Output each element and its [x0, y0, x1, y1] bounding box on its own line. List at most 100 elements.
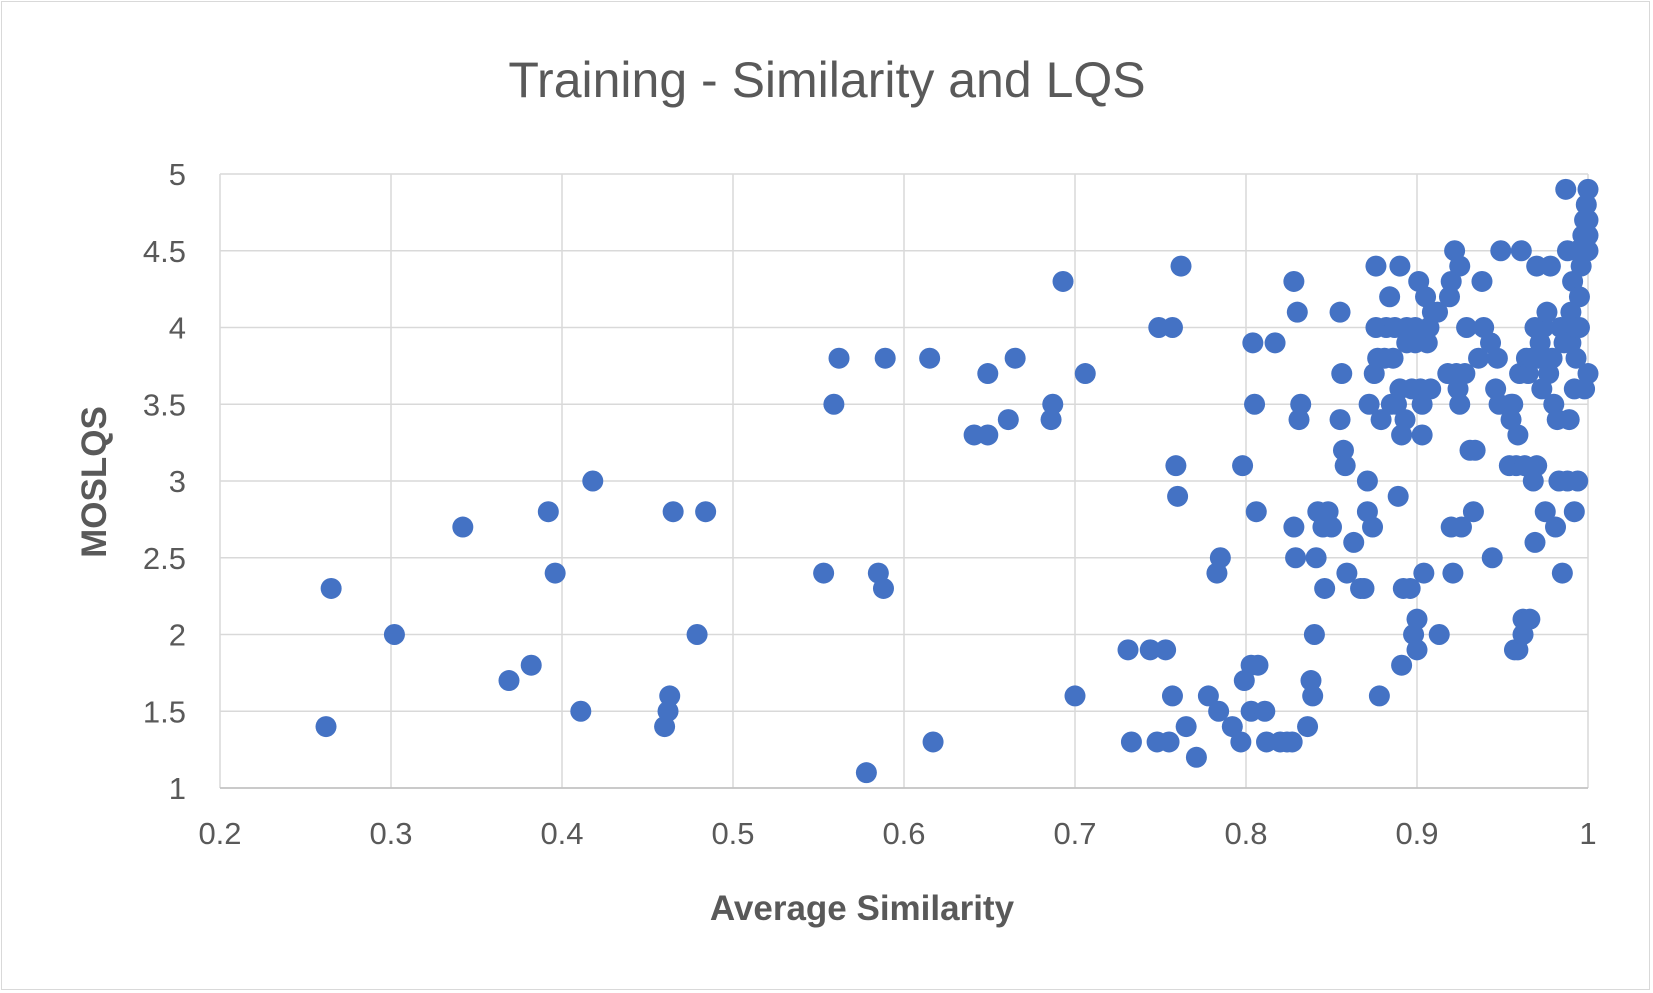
- data-point: [1519, 608, 1541, 630]
- data-point: [1117, 639, 1139, 661]
- data-point: [872, 577, 894, 599]
- y-tick-label: 5: [169, 157, 186, 192]
- data-point: [1247, 654, 1269, 676]
- data-point: [1281, 731, 1303, 753]
- data-point: [1524, 531, 1546, 553]
- data-point: [544, 562, 566, 584]
- data-point: [1456, 317, 1478, 338]
- x-tick-label: 0.5: [711, 816, 754, 851]
- data-point: [1563, 501, 1585, 523]
- data-point: [320, 577, 342, 599]
- data-point: [1481, 547, 1503, 569]
- data-point: [1004, 347, 1026, 369]
- data-point: [1568, 286, 1590, 308]
- data-point: [1539, 255, 1561, 277]
- data-point: [1370, 409, 1392, 431]
- data-point: [1526, 455, 1548, 477]
- data-point: [1230, 731, 1252, 753]
- data-point: [1300, 670, 1322, 692]
- data-point: [1074, 363, 1096, 385]
- data-point: [1353, 577, 1375, 599]
- data-point: [1411, 393, 1433, 415]
- data-point: [1558, 409, 1580, 431]
- y-tick-label: 2: [169, 618, 186, 653]
- data-point: [1490, 240, 1512, 262]
- x-tick-label: 0.7: [1053, 816, 1096, 851]
- data-point: [1242, 332, 1264, 354]
- data-point: [1170, 255, 1192, 277]
- data-points: [315, 178, 1599, 784]
- data-point: [1486, 347, 1508, 369]
- data-point: [1438, 286, 1460, 308]
- data-point: [1575, 194, 1597, 216]
- x-axis-tick-labels: 0.2 0.3 0.4 0.5 0.6 0.7 0.8 0.9 1: [198, 816, 1596, 851]
- data-point: [1167, 485, 1189, 507]
- data-point: [1399, 577, 1421, 599]
- data-point: [452, 516, 474, 538]
- data-point: [1288, 409, 1310, 431]
- data-point: [1545, 516, 1567, 538]
- data-point: [1285, 547, 1307, 569]
- data-point: [662, 501, 684, 523]
- data-point: [1368, 685, 1390, 707]
- data-point: [1040, 409, 1062, 431]
- data-point: [1290, 393, 1312, 415]
- data-point: [1568, 317, 1590, 338]
- data-point: [1428, 624, 1450, 645]
- data-point: [1209, 547, 1231, 569]
- data-point: [1394, 409, 1416, 431]
- data-point: [1365, 255, 1387, 277]
- data-point: [1416, 332, 1438, 354]
- y-tick-label: 2.5: [143, 541, 186, 576]
- data-point: [1406, 608, 1428, 630]
- data-point: [1541, 347, 1563, 369]
- data-point: [1155, 639, 1177, 661]
- y-tick-label: 1.5: [143, 694, 186, 729]
- data-point: [1502, 393, 1524, 415]
- data-point: [1577, 363, 1599, 385]
- data-point: [823, 393, 845, 415]
- data-point: [1551, 562, 1573, 584]
- data-point: [922, 731, 944, 753]
- data-point: [1464, 439, 1486, 461]
- x-tick-label: 0.3: [369, 816, 412, 851]
- data-point: [1052, 270, 1074, 292]
- data-point: [1120, 731, 1142, 753]
- x-tick-label: 0.4: [540, 816, 583, 851]
- data-point: [1064, 685, 1086, 707]
- data-point: [570, 700, 592, 722]
- data-point: [828, 347, 850, 369]
- data-point: [1555, 178, 1577, 200]
- data-point: [1161, 317, 1183, 338]
- data-point: [498, 670, 520, 692]
- data-point: [1510, 240, 1532, 262]
- data-point: [1286, 301, 1308, 323]
- data-point: [1362, 516, 1384, 538]
- x-tick-label: 1: [1579, 816, 1596, 851]
- y-tick-label: 3.5: [143, 387, 186, 422]
- data-point: [1332, 439, 1354, 461]
- data-point: [383, 624, 405, 645]
- data-point: [1283, 270, 1305, 292]
- data-point: [1331, 363, 1353, 385]
- data-point: [582, 470, 604, 492]
- data-point: [315, 716, 337, 738]
- data-point: [1536, 301, 1558, 323]
- data-point: [1411, 424, 1433, 446]
- data-point: [1356, 470, 1378, 492]
- data-point: [1379, 286, 1401, 308]
- y-tick-label: 4.5: [143, 234, 186, 269]
- data-point: [1387, 485, 1409, 507]
- data-point: [1305, 547, 1327, 569]
- x-axis-title: Average Similarity: [710, 889, 1015, 928]
- data-point: [1427, 301, 1449, 323]
- data-point: [1165, 455, 1187, 477]
- data-point: [1449, 393, 1471, 415]
- data-point: [686, 624, 708, 645]
- data-point: [919, 347, 941, 369]
- data-point: [1507, 424, 1529, 446]
- data-point: [1175, 716, 1197, 738]
- data-point: [695, 501, 717, 523]
